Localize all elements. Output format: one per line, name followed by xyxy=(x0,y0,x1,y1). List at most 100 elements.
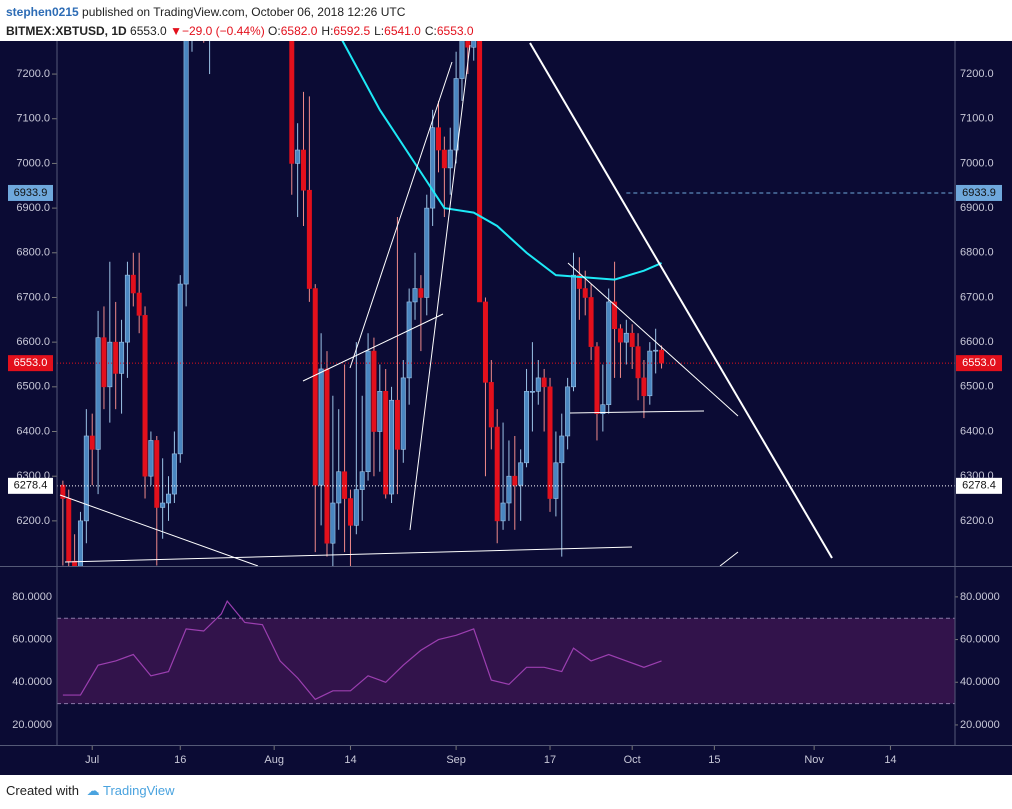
candle-body xyxy=(400,377,406,450)
price-badge-label: 6278.4 xyxy=(14,480,48,492)
candle-body xyxy=(553,462,559,499)
rsi-tick-label: 60.0000 xyxy=(12,633,52,645)
y-tick-label: 7200.0 xyxy=(960,68,994,80)
candle-body xyxy=(142,315,148,477)
candle-body xyxy=(659,349,665,364)
candle-body xyxy=(576,274,582,289)
candle-body xyxy=(406,301,412,379)
x-tick-label: Nov xyxy=(804,754,824,766)
candle-body xyxy=(154,440,160,508)
y-tick-label: 7100.0 xyxy=(16,113,50,125)
candle-body xyxy=(641,377,647,397)
footer: Created with ☁ TradingView xyxy=(6,783,175,799)
candle-body xyxy=(60,484,66,499)
candle-body xyxy=(482,301,488,383)
logo: ☁ xyxy=(86,783,100,798)
header-line: BITMEX:XBTUSD, 1D 6553.0 ▼−29.0 (−0.44%)… xyxy=(6,22,478,41)
rsi-line xyxy=(62,600,662,701)
moving-average xyxy=(341,41,662,281)
y-tick-label: 7000.0 xyxy=(960,157,994,169)
symbol: BITMEX:XBTUSD, 1D xyxy=(6,24,127,38)
trendline xyxy=(409,44,471,531)
trendline xyxy=(719,551,739,566)
x-tick-label: 15 xyxy=(708,754,720,766)
candle-body xyxy=(606,301,612,406)
candle-body xyxy=(365,350,371,473)
candle-body xyxy=(342,471,348,499)
price-badge xyxy=(956,184,1002,201)
candle-body xyxy=(394,399,400,450)
y-tick-label: 6200.0 xyxy=(960,515,994,527)
price-badge-label: 6553.0 xyxy=(962,357,996,369)
price-badge xyxy=(8,184,53,201)
candle-body xyxy=(612,301,618,330)
y-tick-label: 6700.0 xyxy=(16,291,50,303)
trendline xyxy=(302,313,444,382)
candle-body xyxy=(183,41,189,285)
candle-body xyxy=(318,368,324,486)
rsi-tick-label: 20.0000 xyxy=(12,719,52,731)
candle-body xyxy=(95,337,101,450)
candle-body xyxy=(202,0,206,16)
candle-body xyxy=(136,292,142,316)
rsi-tick-label: 20.0000 xyxy=(960,719,1000,731)
candle-body xyxy=(582,288,588,298)
candle-body xyxy=(289,41,295,164)
created: Created with xyxy=(6,783,79,798)
y-tick-label: 6400.0 xyxy=(16,425,50,437)
rsi-tick-label: 40.0000 xyxy=(960,676,1000,688)
published: published on TradingView.com, October 06… xyxy=(82,5,406,19)
rsi-band xyxy=(57,618,955,704)
rsi-tick-label: 60.0000 xyxy=(960,633,1000,645)
y-tick-label: 6400.0 xyxy=(960,425,994,437)
candle-body xyxy=(66,498,72,562)
candle-body xyxy=(377,390,383,432)
candle-body xyxy=(635,346,641,379)
candle-body xyxy=(512,475,518,486)
x-tick-label: Oct xyxy=(624,754,641,766)
candle-body xyxy=(389,399,395,495)
ohlc-key: C: xyxy=(424,24,437,38)
rsi-tick-label: 80.0000 xyxy=(960,591,1000,603)
x-tick-label: 17 xyxy=(544,754,556,766)
candle-body xyxy=(177,283,183,455)
candle-body xyxy=(383,390,389,495)
trendline xyxy=(529,42,833,559)
candle-body xyxy=(547,386,553,499)
candle-body xyxy=(424,207,430,298)
candle-body xyxy=(119,341,125,374)
candle-body xyxy=(359,471,365,490)
candle-body xyxy=(623,332,629,343)
candle-body xyxy=(471,41,477,48)
candle-body xyxy=(113,341,119,374)
candle-body xyxy=(171,453,177,495)
y-tick-label: 6500.0 xyxy=(960,381,994,393)
candle-body xyxy=(83,435,89,522)
candle-body xyxy=(518,462,524,486)
price-badge-label: 6933.9 xyxy=(962,187,996,199)
candle-body xyxy=(441,149,447,169)
brand: TradingView xyxy=(103,783,175,798)
y-tick-label: 7000.0 xyxy=(16,157,50,169)
rsi-pane xyxy=(57,600,955,705)
candle-body xyxy=(559,435,565,464)
y-tick-label: 6800.0 xyxy=(16,247,50,259)
candle-body xyxy=(295,149,301,164)
user: stephen0215 xyxy=(6,5,79,19)
rsi-tick-label: 80.0000 xyxy=(12,591,52,603)
ohlc: O:6582.0 H:6592.5 L:6541.0 C:6553.0 xyxy=(268,24,478,38)
price-badge-label: 6933.9 xyxy=(14,187,48,199)
trendline xyxy=(59,494,259,566)
candle-body xyxy=(594,346,600,414)
header-line: stephen0215 published on TradingView.com… xyxy=(6,3,478,22)
y-tick-label: 6700.0 xyxy=(960,291,994,303)
candle-body xyxy=(207,0,211,16)
candle-body xyxy=(494,426,500,522)
trendline xyxy=(569,410,705,414)
candle-body xyxy=(453,78,459,151)
x-tick-label: Sep xyxy=(446,754,466,766)
candle-body xyxy=(570,274,576,388)
candle-body xyxy=(412,288,418,303)
y-tick-label: 6800.0 xyxy=(960,247,994,259)
